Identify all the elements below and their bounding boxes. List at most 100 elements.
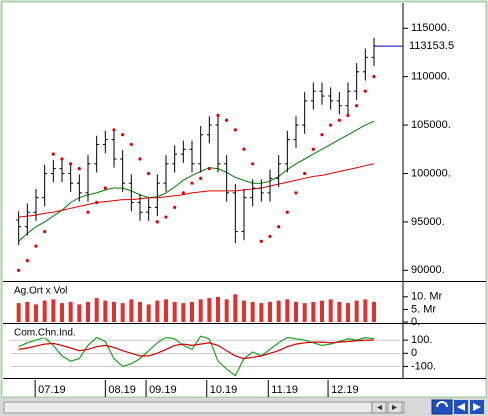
sar-dot xyxy=(147,171,151,176)
sar-dot xyxy=(129,142,133,147)
panel-title: Ag.Ort x Vol xyxy=(14,286,67,297)
sar-dot xyxy=(355,104,359,108)
sar-dot xyxy=(285,210,289,214)
volume-bar xyxy=(216,296,220,322)
sar-dot xyxy=(51,152,55,156)
volume-bar xyxy=(112,301,116,322)
volume-bar xyxy=(42,300,47,322)
y-tick-label: 95000. xyxy=(411,216,445,228)
y-tick-label: 100000. xyxy=(411,167,451,179)
volume-bar xyxy=(51,299,56,322)
y-tick-label: 0 xyxy=(411,347,417,359)
indicator-line xyxy=(18,339,374,360)
volume-bar xyxy=(259,303,264,322)
sar-dot xyxy=(17,268,21,272)
volume-bar xyxy=(268,301,272,322)
sar-dot xyxy=(69,162,73,166)
sar-dot xyxy=(173,205,177,209)
sar-dot xyxy=(121,133,125,137)
sar-dot xyxy=(303,171,307,176)
scrollbar[interactable] xyxy=(3,401,405,414)
sar-dot xyxy=(311,147,315,151)
sar-dot xyxy=(225,118,229,122)
volume-bar xyxy=(250,301,255,322)
indicator-line xyxy=(18,335,375,377)
sar-dot xyxy=(43,229,47,234)
sar-dot xyxy=(320,133,324,137)
volume-bar xyxy=(138,301,142,322)
sar-dot xyxy=(277,225,281,229)
volume-bar xyxy=(103,300,108,322)
volume-bar xyxy=(68,301,73,322)
sar-dot xyxy=(242,147,246,151)
sar-dot xyxy=(251,162,255,166)
sar-dot xyxy=(164,215,168,219)
volume-bar xyxy=(276,300,281,322)
x-tick-label: 09.19 xyxy=(149,384,177,396)
volume-bar xyxy=(155,300,160,322)
sar-dot xyxy=(372,75,376,79)
sar-dot xyxy=(138,157,142,161)
y-tick-label: 110000. xyxy=(411,71,450,83)
sar-dot xyxy=(294,191,298,195)
volume-bar xyxy=(164,299,168,322)
refresh-icon xyxy=(436,401,448,408)
volume-bar xyxy=(25,301,30,322)
x-tick-label: 12.19 xyxy=(331,384,359,396)
sar-dot xyxy=(181,191,185,195)
moving-average xyxy=(18,163,375,218)
volume-bar xyxy=(294,301,298,322)
sar-dot xyxy=(34,244,38,248)
y-tick-label: 115000. xyxy=(411,22,450,34)
sar-dot xyxy=(86,210,90,214)
y-tick-label: 0. xyxy=(411,316,420,328)
sar-dot xyxy=(216,113,220,117)
arrow-icon xyxy=(392,405,397,410)
volume-bar xyxy=(120,303,125,322)
volume-bar xyxy=(302,303,307,322)
volume-bar xyxy=(233,294,238,322)
volume-bar xyxy=(190,301,194,322)
volume-bar xyxy=(311,301,316,322)
volume-bar xyxy=(146,304,151,322)
volume-bar xyxy=(346,303,350,322)
sar-dot xyxy=(329,123,333,127)
frame xyxy=(0,0,488,399)
sar-dot xyxy=(259,239,263,243)
volume-bar xyxy=(172,301,177,322)
y-tick-label: 90000. xyxy=(411,264,445,276)
volume-bar xyxy=(34,304,38,322)
arrow-icon xyxy=(457,403,465,411)
sar-dot xyxy=(25,259,29,263)
volume-bar xyxy=(198,299,203,322)
volume-bar xyxy=(129,299,134,322)
sar-dot xyxy=(207,167,211,171)
y-tick-label: 105000. xyxy=(411,119,451,131)
volume-bar xyxy=(354,300,359,322)
sar-dot xyxy=(103,186,107,190)
sar-dot xyxy=(337,118,341,122)
panel-title-bg xyxy=(12,327,90,338)
arrow-icon xyxy=(377,405,382,410)
sar-dot xyxy=(199,176,203,180)
refresh-button[interactable] xyxy=(431,399,453,415)
x-tick-label: 10.19 xyxy=(210,384,238,396)
volume-bar xyxy=(328,299,333,322)
volume-bar xyxy=(181,303,186,322)
y-tick-label: -100. xyxy=(411,360,436,372)
volume-bar xyxy=(337,301,342,322)
volume-bar xyxy=(242,300,246,322)
sar-dot xyxy=(77,167,81,171)
volume-bar xyxy=(207,298,212,322)
sar-dot xyxy=(112,128,116,132)
volume-bar xyxy=(372,301,376,322)
sar-dot xyxy=(268,234,272,239)
sar-dot xyxy=(363,89,367,93)
arrow-icon xyxy=(473,403,481,411)
y-tick-label: 10. Mr xyxy=(411,291,443,303)
volume-bar xyxy=(86,301,90,322)
panel-title: Com.Chn.Ind. xyxy=(14,328,76,339)
sar-dot xyxy=(60,157,64,161)
y-tick-label: 5. Mr xyxy=(411,303,436,315)
